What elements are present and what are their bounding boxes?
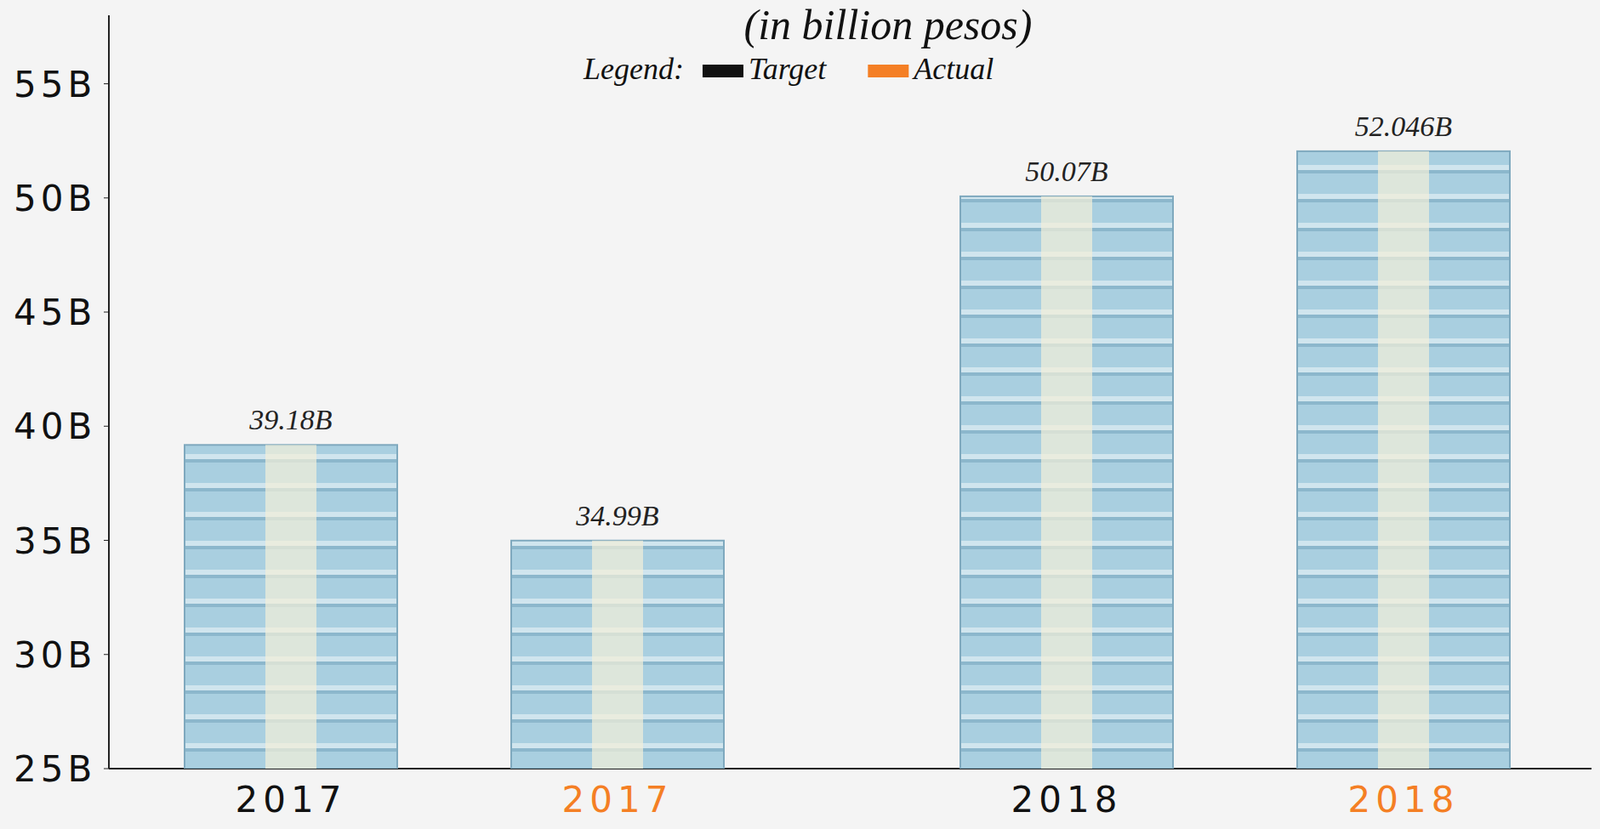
data-label: 50.07B: [1024, 155, 1109, 188]
bar-band: [1377, 151, 1430, 769]
y-tick-label: 35B: [13, 520, 97, 563]
y-tick: [103, 312, 109, 314]
legend-swatch: [702, 64, 744, 78]
bar-band: [592, 540, 644, 769]
bar: [1297, 151, 1510, 769]
legend-label: Actual: [911, 51, 994, 86]
x-tick-label: 2017: [235, 779, 348, 821]
bars: [184, 151, 1510, 769]
bar: [184, 444, 398, 769]
legend: Legend: Target Actual: [582, 51, 994, 86]
y-tick: [103, 426, 109, 428]
y-tick: [103, 768, 109, 770]
y-tick-label: 25B: [13, 748, 97, 791]
background: [0, 0, 1600, 829]
data-label: 34.99B: [575, 500, 660, 532]
x-tick-label: 2018: [1011, 779, 1123, 821]
y-axis: [108, 15, 110, 769]
y-tick-label: 45B: [13, 291, 97, 334]
bar: [511, 540, 724, 769]
data-labels: 39.18B 50.07B 34.99B 52.046B: [248, 110, 1452, 532]
y-tick-label: 50B: [13, 177, 97, 220]
y-tick: [103, 654, 109, 655]
bar-band: [1041, 196, 1093, 769]
data-label: 52.046B: [1355, 110, 1453, 143]
chart: (in billion pesos) Legend: Target Actual 25B…: [0, 0, 1600, 829]
y-tick-label: 40B: [13, 405, 97, 448]
x-tick-label: 2017: [562, 779, 674, 821]
y-tick: [103, 83, 109, 85]
legend-title: Legend:: [582, 51, 684, 86]
x-tick-label: 2018: [1348, 779, 1460, 821]
bar: [960, 196, 1173, 769]
title: (in billion pesos): [744, 0, 1033, 49]
y-tick: [103, 197, 109, 199]
y-tick-label: 55B: [13, 63, 97, 106]
data-label: 39.18B: [248, 404, 333, 436]
bar-band: [265, 444, 317, 769]
y-tick-label: 30B: [13, 634, 97, 677]
y-tick: [103, 540, 109, 541]
legend-swatch: [867, 64, 909, 78]
legend-label: Target: [748, 51, 827, 86]
